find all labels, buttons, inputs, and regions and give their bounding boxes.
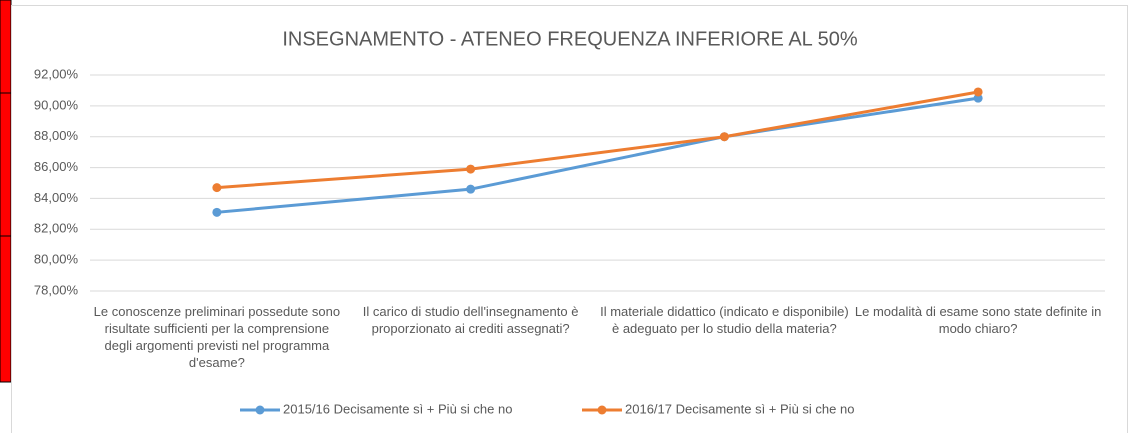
y-tick-label: 86,00% bbox=[34, 159, 79, 174]
y-tick-label: 84,00% bbox=[34, 190, 79, 205]
marker bbox=[466, 184, 476, 194]
y-tick-label: 90,00% bbox=[34, 97, 79, 112]
legend-marker bbox=[597, 405, 607, 415]
y-tick-label: 88,00% bbox=[34, 128, 79, 143]
y-tick-label: 78,00% bbox=[34, 282, 79, 297]
y-tick-label: 80,00% bbox=[34, 252, 79, 267]
chart-title: INSEGNAMENTO - ATENEO FREQUENZA INFERIOR… bbox=[282, 28, 858, 50]
y-tick-label: 92,00% bbox=[34, 66, 79, 81]
marker bbox=[466, 164, 476, 174]
marker bbox=[212, 207, 222, 217]
marker bbox=[973, 87, 983, 97]
x-tick-label: Il carico di studio dell'insegnamento è … bbox=[362, 304, 579, 336]
marker bbox=[973, 93, 983, 103]
x-tick-label: Le modalità di esame sono state definite… bbox=[854, 304, 1102, 336]
legend-marker bbox=[255, 405, 265, 415]
chart-frame bbox=[11, 5, 1128, 433]
x-tick-label: Il materiale didattico (indicato e dispo… bbox=[600, 304, 849, 336]
marker bbox=[212, 183, 222, 193]
line bbox=[215, 90, 980, 190]
y-tick-label: 82,00% bbox=[34, 221, 79, 236]
sheet-selection bbox=[0, 0, 12, 383]
x-tick-label: Le conoscenze preliminari possedute sono… bbox=[93, 304, 341, 370]
legend-label: 2016/17 Decisamente sì + Più si che no bbox=[625, 401, 854, 416]
marker bbox=[719, 132, 729, 142]
line bbox=[215, 96, 980, 214]
legend-label: 2015/16 Decisamente sì + Più si che no bbox=[283, 401, 512, 416]
